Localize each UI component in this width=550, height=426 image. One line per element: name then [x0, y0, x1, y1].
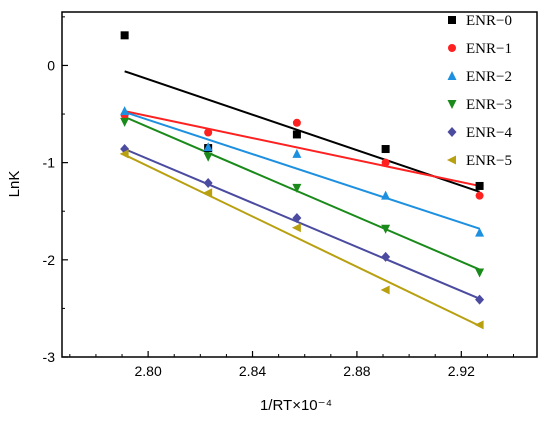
data-point: [120, 31, 129, 40]
legend-marker: [447, 71, 457, 80]
fit-line-2: [124, 111, 480, 230]
data-point: [475, 268, 485, 278]
y-tick-label: -2: [43, 252, 56, 268]
x-tick-label: 2.88: [343, 363, 370, 379]
plot-frame: [61, 11, 538, 358]
data-point: [292, 213, 302, 224]
data-point: [475, 191, 484, 200]
x-tick-label: 2.84: [239, 363, 266, 379]
data-point: [381, 251, 391, 262]
data-point: [381, 224, 391, 234]
data-point: [381, 145, 390, 154]
y-tick-label: -3: [43, 349, 56, 365]
data-point: [120, 117, 130, 127]
data-point: [292, 148, 302, 158]
fit-line-4: [124, 148, 480, 300]
fit-line-3: [124, 116, 480, 271]
legend: ENR−0 ENR−1 ENR−2 ENR−3 ENR−4 ENR−5: [447, 13, 512, 169]
x-tick-label: 2.92: [448, 363, 475, 379]
legend-marker: [447, 127, 457, 137]
data-point: [120, 106, 130, 116]
data-point: [119, 149, 129, 159]
data-point: [292, 118, 301, 127]
legend-label: ENR−1: [466, 41, 512, 57]
data-point: [380, 285, 390, 295]
data-points: [119, 31, 485, 330]
legend-label: ENR−4: [466, 125, 512, 141]
x-axis-label: 1/RT×10⁻⁴: [260, 397, 332, 414]
legend-marker: [447, 155, 456, 165]
data-point: [474, 320, 484, 330]
y-axis-label: LnK: [6, 171, 23, 198]
data-point: [291, 223, 301, 233]
y-axis-ticks: 0 -1 -2 -3: [43, 16, 68, 365]
legend-label: ENR−5: [466, 153, 512, 169]
data-point: [475, 227, 485, 237]
data-point: [292, 183, 302, 193]
legend-label: ENR−2: [466, 69, 512, 85]
legend-marker: [448, 44, 456, 52]
legend-label: ENR−0: [466, 13, 512, 29]
data-point: [203, 188, 213, 198]
data-point: [203, 142, 213, 152]
y-tick-label: 0: [47, 57, 55, 73]
data-point: [292, 130, 301, 139]
data-point: [203, 152, 213, 162]
fit-line-5: [124, 153, 481, 327]
data-point: [381, 158, 390, 167]
data-point: [203, 178, 213, 189]
data-point: [381, 190, 391, 200]
data-point: [204, 128, 213, 137]
data-point: [475, 181, 484, 190]
fit-lines: [124, 70, 481, 327]
x-axis-ticks: 2.80 2.84 2.88 2.92: [69, 351, 515, 379]
legend-marker: [447, 100, 457, 109]
x-tick-label: 2.80: [135, 363, 162, 379]
fit-line-0: [124, 70, 480, 193]
fit-line-1: [124, 110, 480, 187]
legend-label: ENR−3: [466, 97, 512, 113]
y-tick-label: -1: [43, 155, 56, 171]
data-point: [475, 294, 485, 305]
legend-marker: [448, 16, 456, 24]
